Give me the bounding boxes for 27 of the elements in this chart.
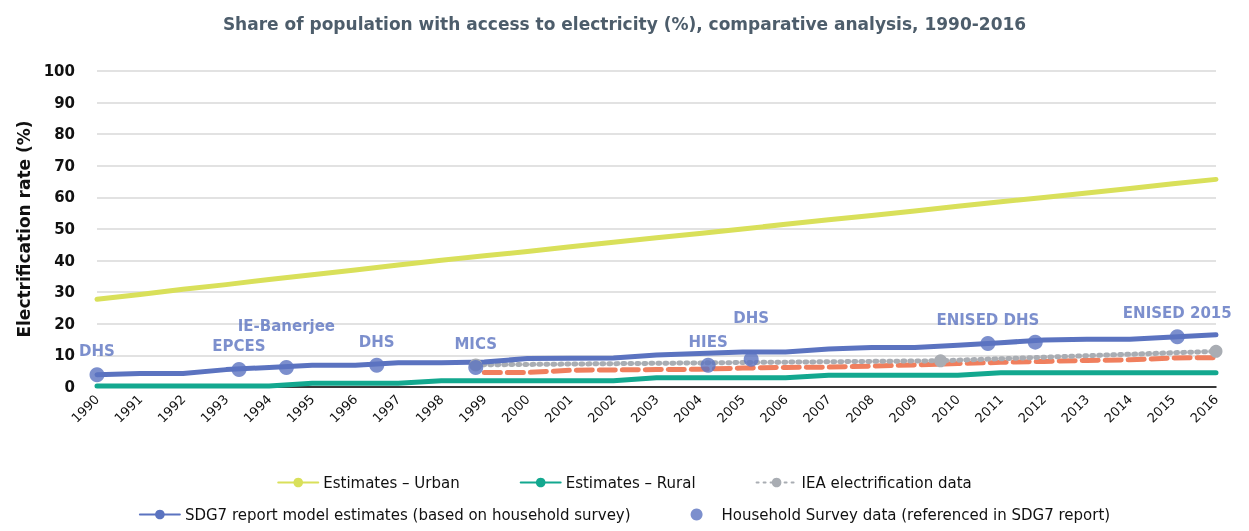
y-tick-label: 30	[54, 283, 75, 302]
y-tick-label: 80	[54, 125, 75, 144]
chart-title: Share of population with access to electricity (%), comparative analysis, 1990-2016	[222, 13, 1027, 34]
y-tick-label: 70	[54, 156, 75, 175]
legend-label: Estimates – Rural	[565, 473, 696, 492]
y-axis-title: Electrification rate (%)	[14, 120, 35, 338]
y-tick-label: 40	[54, 251, 75, 270]
annotation: MICS	[454, 334, 498, 353]
y-tick-label: 10	[54, 346, 75, 365]
y-tick-label: 50	[54, 220, 75, 238]
annotation: IE-Banerjee	[237, 316, 336, 335]
legend-label: SDG7 report model estimates (based on household survey)	[184, 505, 631, 524]
annotation: DHS	[733, 308, 770, 327]
annotation: ENISED DHS	[936, 310, 1040, 329]
annotation: DHS	[79, 342, 115, 361]
y-tick-label: 90	[54, 93, 75, 112]
y-tick-label: 100	[43, 62, 75, 80]
legend-label: Estimates – Urban	[323, 473, 460, 492]
y-tick-label: 0	[64, 378, 75, 396]
legend-label: IEA electrification data	[801, 473, 972, 492]
annotation: HIES	[688, 332, 728, 351]
annotation: ENISED 2015	[1122, 304, 1232, 323]
annotation: DHS	[358, 332, 395, 351]
annotation: EPCES	[212, 337, 266, 356]
y-tick-label: 20	[54, 314, 75, 333]
legend-label: Household Survey data (referenced in SDG7 report)	[721, 505, 1111, 524]
y-tick-label: 60	[54, 188, 75, 207]
